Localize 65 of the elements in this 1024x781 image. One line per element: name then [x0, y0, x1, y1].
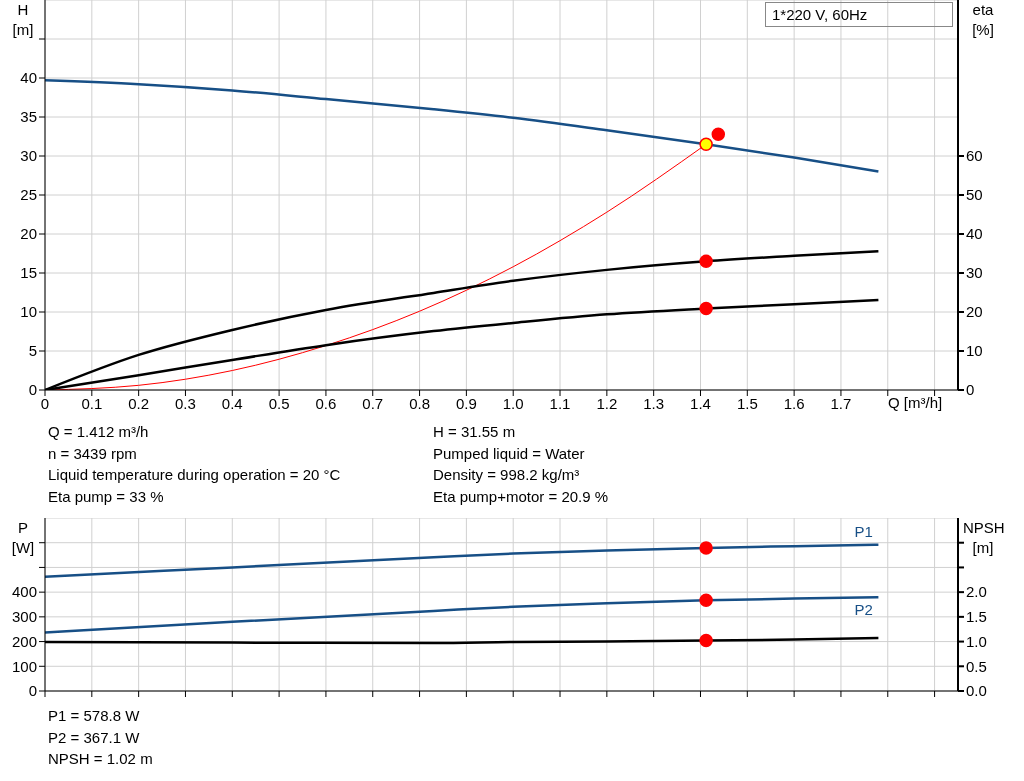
y-tick-label: 30 [20, 147, 37, 165]
y2-axis-title: NPSH [m] [963, 518, 1005, 558]
y-tick-label: 15 [20, 264, 37, 282]
y-tick-label: 40 [20, 69, 37, 87]
text: NPSH = 1.02 m [48, 749, 154, 769]
y2-axis-title: eta [%] [971, 0, 995, 40]
x-tick-label: 1.5 [736, 394, 758, 412]
y2-tick-label: 2.0 [966, 583, 987, 601]
text: H = 31.55 m [433, 422, 517, 442]
y-tick-label: 35 [20, 108, 37, 126]
line-series [45, 79, 880, 173]
x-tick-label: 1.4 [690, 394, 711, 412]
x-tick-label: 1.6 [783, 394, 805, 412]
y-tick-label: 400 [11, 583, 37, 601]
x-tick-label: 1.1 [549, 394, 571, 412]
y-tick-label: 0 [28, 381, 37, 399]
y-axis-title: P [W] [10, 518, 36, 558]
y-tick-label: 10 [20, 303, 37, 321]
y-axis-title: H [m] [11, 0, 35, 40]
y2-tick-label: 50 [966, 186, 983, 204]
y2-tick-label: 1.0 [966, 632, 987, 650]
x-tick-label: 0.6 [315, 394, 337, 412]
y-tick-label: 200 [11, 632, 37, 650]
x-tick-label: 1.3 [643, 394, 665, 412]
text: Q = 1.412 m³/h [48, 422, 150, 442]
annotation: 1*220 V, 60Hz [772, 5, 868, 25]
x-axis-title: Q [m³/h] [888, 394, 943, 411]
x-tick-label: 0.5 [268, 394, 290, 412]
y2-tick-label: 40 [966, 225, 983, 243]
x-tick-label: 0.9 [455, 394, 477, 412]
x-tick-label: 0.8 [409, 394, 430, 412]
text: n = 3439 rpm [48, 443, 138, 464]
text: Liquid temperature during operation = 20 °C [48, 465, 342, 485]
x-tick-label: 0.3 [175, 394, 196, 412]
y2-tick-label: 60 [966, 147, 983, 165]
text: Pumped liquid = Water [433, 443, 586, 464]
y-tick-label: 20 [20, 225, 37, 243]
x-tick-label: 0.7 [362, 394, 384, 412]
y2-tick-label: 0.0 [966, 682, 987, 700]
text: Eta pump = 33 % [48, 486, 165, 507]
line-series [45, 543, 880, 579]
x-tick-label: 0.1 [81, 394, 103, 412]
y2-tick-label: 1.5 [966, 608, 987, 626]
y-tick-label: 300 [11, 608, 37, 626]
x-tick-label: 1.2 [596, 394, 618, 412]
y-tick-label: 5 [28, 342, 37, 360]
y2-tick-label: 30 [966, 264, 983, 282]
series-label: P1 [854, 522, 873, 540]
text: Density = 998.2 kg/m³ [433, 465, 581, 485]
y2-tick-label: 0.5 [966, 657, 987, 675]
x-tick-label: 0.4 [221, 394, 243, 412]
y-tick-label: 100 [11, 657, 37, 675]
text: P1 = 578.8 W [48, 706, 141, 726]
series-label: P2 [854, 601, 873, 619]
y2-tick-label: 0 [966, 381, 975, 399]
text: Eta pump+motor = 20.9 % [433, 486, 610, 507]
y-tick-label: 25 [20, 186, 37, 204]
x-tick-label: 1.7 [830, 394, 852, 412]
y-tick-label: 0 [28, 682, 37, 700]
x-tick-label: 0 [40, 394, 50, 412]
x-tick-label: 1.0 [502, 394, 524, 412]
y2-tick-label: 10 [966, 342, 983, 360]
x-tick-label: 0.2 [128, 394, 150, 412]
y2-tick-label: 20 [966, 303, 983, 321]
text: P2 = 367.1 W [48, 727, 141, 748]
